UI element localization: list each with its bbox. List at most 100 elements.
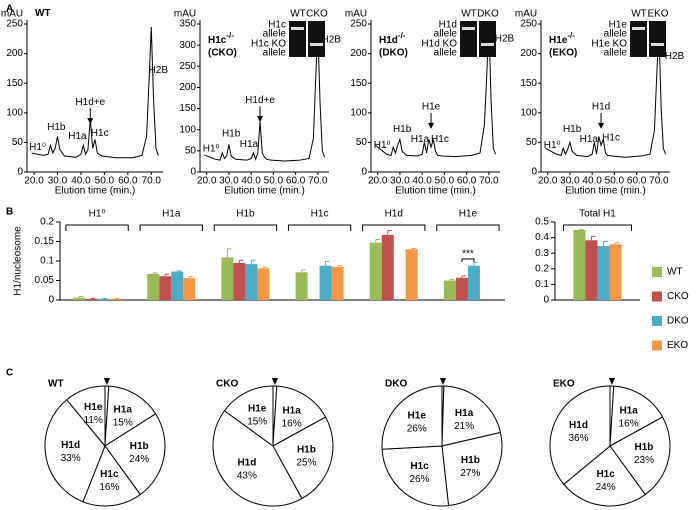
chart-title: H1e-/- — [549, 31, 575, 46]
gel-band — [651, 43, 664, 46]
pie-slice — [563, 445, 646, 507]
x-tick-label: 30.0 — [219, 176, 239, 187]
gel-band — [310, 43, 323, 46]
x-tick-label: 70.0 — [479, 176, 499, 187]
category-label: H1⁰ — [89, 209, 106, 220]
slice-value-label: 23% — [634, 455, 654, 466]
bar — [73, 297, 86, 300]
slice-pointer — [271, 378, 278, 386]
gel-lane — [460, 21, 477, 57]
error-bar — [337, 265, 342, 267]
legend-label: WT — [667, 267, 683, 278]
x-tick-label: 70.0 — [142, 176, 162, 187]
trace — [31, 26, 159, 159]
y-tick-label: 0.2 — [40, 217, 54, 228]
slice-value-label: 16% — [619, 418, 639, 429]
panel-label: B — [6, 207, 13, 218]
x-tick-label: 50.0 — [605, 176, 625, 187]
category-label: H1b — [236, 209, 255, 220]
gel-lane-label: WT — [290, 9, 306, 20]
bar — [257, 268, 270, 300]
slice-value-label: 26% — [409, 474, 429, 485]
bar — [597, 246, 610, 300]
slice-value-label: 11% — [84, 415, 103, 426]
y-tick-label: 100 — [350, 107, 367, 118]
peak-label: H1d+e — [245, 95, 275, 106]
x-tick-label: 20.0 — [538, 176, 558, 187]
chart-title: DKO — [385, 379, 407, 390]
chart-title: WT — [35, 8, 51, 19]
y-tick-label: 0.1 — [40, 256, 54, 267]
panel-label: A — [6, 4, 13, 15]
bar — [573, 229, 586, 300]
error-bar — [579, 228, 584, 230]
y-axis-label: mAU — [515, 9, 537, 20]
significance-label: *** — [462, 249, 474, 260]
trace — [375, 23, 497, 158]
gel-lane-label: EKO — [647, 9, 668, 20]
slice-value-label: 24% — [596, 482, 616, 493]
title-text: WT — [35, 8, 51, 19]
y-tick-label: 150 — [350, 78, 367, 89]
peak-label: H1⁰ — [544, 140, 561, 151]
title-superscript: -/- — [567, 31, 575, 40]
y-tick-label: 0.2 — [535, 263, 549, 274]
gel-row-label: H1c KO — [251, 39, 286, 50]
error-bar — [325, 260, 330, 266]
legend-label: DKO — [667, 316, 689, 327]
trace — [204, 30, 326, 162]
category-label: H1a — [162, 209, 181, 220]
x-tick-label: 50.0 — [435, 176, 455, 187]
x-tick-label: 40.0 — [412, 176, 432, 187]
category-bracket — [436, 224, 500, 231]
error-bar — [238, 259, 244, 263]
slice-label: H1b — [297, 444, 316, 455]
peak-label: H2B — [149, 65, 169, 76]
y-tick-label: 150 — [6, 78, 23, 89]
gel-lane — [289, 21, 306, 57]
y-tick-label: 100 — [6, 107, 23, 118]
bar — [443, 280, 456, 300]
error-bar — [164, 273, 170, 277]
x-tick-label: 20.0 — [24, 176, 44, 187]
y-tick-label: 0 — [531, 167, 537, 178]
y-tick-label: 50 — [526, 137, 538, 148]
gel-lane — [308, 21, 325, 57]
chart-title: CKO — [216, 379, 238, 390]
legend-swatch — [652, 340, 662, 351]
peak-label: H2B — [321, 35, 341, 46]
y-tick-label: 250 — [350, 19, 367, 30]
x-tick-label: 60.0 — [457, 176, 477, 187]
y-tick-label: 200 — [520, 48, 537, 59]
slice-value-label: 27% — [460, 468, 480, 479]
peak-label: H1b — [563, 124, 582, 135]
peak-label: H1a — [240, 139, 259, 150]
error-bar — [473, 262, 478, 266]
slice-pointer — [439, 378, 446, 386]
gel-row-label: H1d KO — [421, 39, 457, 50]
peak-label: H1c — [431, 134, 449, 145]
y-tick-label: 200 — [350, 48, 367, 59]
peak-label: H1⁰ — [203, 143, 220, 154]
slice-label: H1c — [410, 461, 429, 472]
y-axis-label: mAU — [1, 9, 23, 20]
y-tick-label: 200 — [179, 82, 196, 93]
slice-value-label: 21% — [454, 421, 474, 432]
slice-label: H1c — [100, 469, 119, 480]
bar — [405, 249, 418, 300]
peak-label: H1d — [592, 102, 610, 113]
legend-swatch — [652, 267, 662, 277]
peak-label: H1a — [68, 131, 87, 142]
bar — [85, 298, 98, 300]
y-tick-label: 300 — [179, 40, 196, 51]
y-tick-label: 250 — [520, 19, 537, 30]
bar — [467, 265, 480, 300]
error-bar — [188, 276, 194, 279]
pie-slice — [441, 431, 503, 507]
y-axis-label: mAU — [345, 9, 367, 20]
peak-label: H1⁰ — [374, 140, 391, 151]
chart-title: H1d-/- — [379, 31, 406, 46]
bar — [159, 276, 172, 300]
y-tick-label: 0.1 — [535, 279, 549, 290]
